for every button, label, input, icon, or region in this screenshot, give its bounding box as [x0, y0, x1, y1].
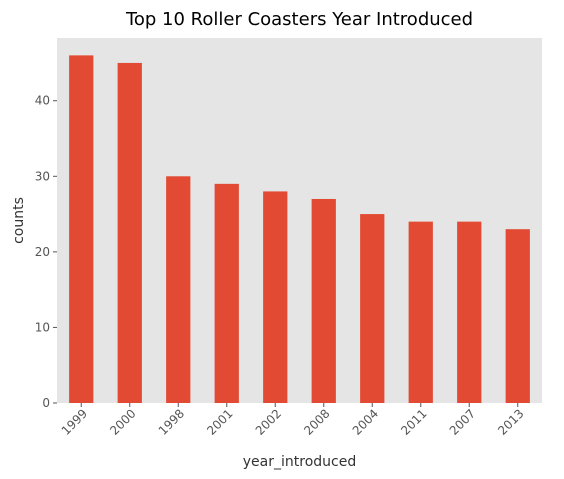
x-tick-label-2000: 2000 [107, 406, 138, 437]
bar-2001 [214, 183, 239, 403]
bar-2004 [360, 214, 385, 403]
bar-1998 [166, 176, 191, 403]
bar-2007 [457, 221, 482, 403]
bar-2000 [117, 62, 142, 403]
bar-2002 [263, 191, 288, 403]
bar-1999 [69, 55, 94, 403]
chart-title: Top 10 Roller Coasters Year Introduced [125, 9, 473, 30]
x-tick-label-2004: 2004 [350, 406, 381, 437]
y-tick-label-0: 0 [42, 396, 50, 410]
bar-2013 [505, 229, 530, 403]
bar-2011 [408, 221, 433, 403]
x-tick-label-1998: 1998 [156, 406, 187, 437]
bar-2008 [311, 198, 336, 403]
x-tick-label-1999: 1999 [59, 406, 90, 437]
y-axis: 0 10 20 30 40 [35, 94, 57, 410]
y-tick-label-30: 30 [35, 169, 50, 183]
x-tick-label-2013: 2013 [495, 406, 526, 437]
x-tick-label-2001: 2001 [204, 406, 235, 437]
bars-group [69, 55, 530, 403]
x-tick-label-2007: 2007 [447, 406, 478, 437]
y-tick-label-20: 20 [35, 245, 50, 259]
y-tick-label-10: 10 [35, 320, 50, 334]
y-axis-label: counts [11, 197, 27, 244]
x-axis: 1999 2000 1998 2001 2002 2008 2004 2011 2007 2013 [59, 403, 527, 438]
x-tick-label-2002: 2002 [253, 406, 284, 437]
y-tick-label-40: 40 [35, 94, 50, 108]
x-axis-label: year_introduced [243, 454, 356, 470]
x-tick-label-2008: 2008 [301, 406, 332, 437]
x-tick-label-2011: 2011 [398, 406, 429, 437]
